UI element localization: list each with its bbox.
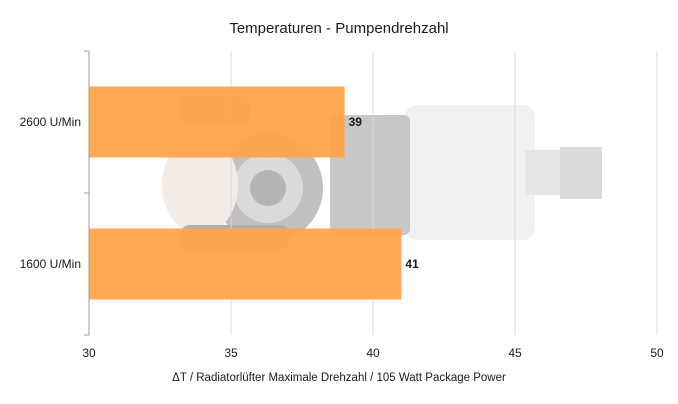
x-tick-label: 50 — [650, 346, 664, 360]
bar — [89, 228, 402, 300]
bars: 39 41 — [89, 86, 419, 300]
data-label: 41 — [405, 257, 419, 271]
water-pump-photo — [162, 95, 602, 250]
x-axis-label: ΔT / Radiatorlüfter Maximale Drehzahl / … — [172, 372, 506, 384]
x-tick-label: 35 — [224, 346, 238, 360]
y-category-label: 1600 U/Min — [20, 257, 81, 271]
y-category-label: 2600 U/Min — [20, 115, 81, 129]
x-tick-label: 40 — [366, 346, 380, 360]
x-tick-label: 45 — [508, 346, 522, 360]
bar — [89, 86, 345, 158]
axes: 30 35 40 45 50 2600 U/Min 1600 U/Min — [20, 50, 664, 360]
x-tick-label: 30 — [82, 346, 96, 360]
chart-title: Temperaturen - Pumpendrehzahl — [229, 20, 449, 37]
data-label: 39 — [349, 115, 363, 129]
